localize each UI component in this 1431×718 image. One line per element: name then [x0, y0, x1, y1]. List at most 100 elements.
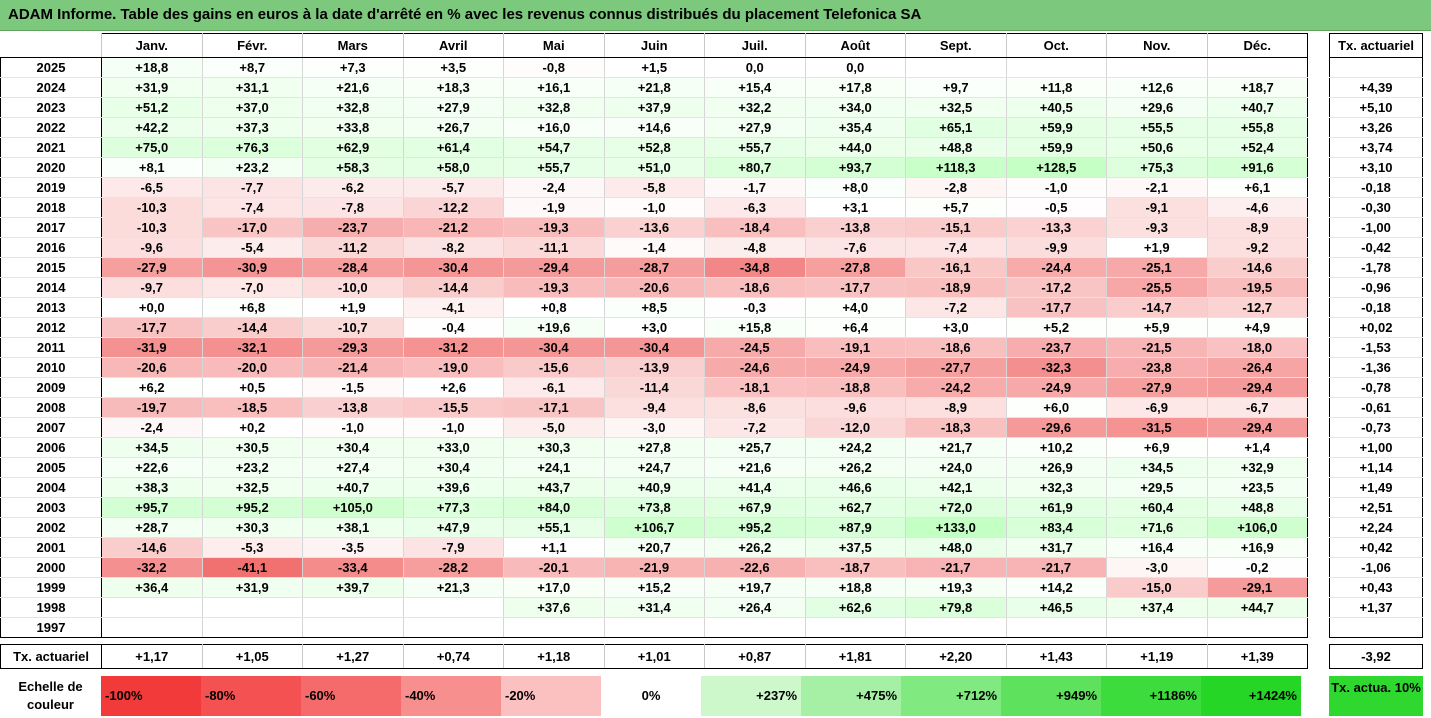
- gain-cell: +31,4: [604, 597, 705, 618]
- gain-cell: +0,0: [101, 297, 203, 318]
- gain-cell: +47,9: [403, 517, 504, 538]
- gain-cell: +5,7: [905, 197, 1007, 218]
- year-row: 2006 +34,5 +30,5 +30,4 +33,0 +30,3 +27,8 +25,7 +…: [0, 437, 1308, 458]
- gain-cell: -10,7: [302, 317, 404, 338]
- actuarial-month-cell: +0,74: [403, 644, 504, 669]
- gain-cell: -12,0: [805, 417, 906, 438]
- gain-cell: [905, 57, 1007, 78]
- gain-cell: +30,3: [202, 517, 303, 538]
- gain-cell: +29,5: [1106, 477, 1208, 498]
- gain-cell: +43,7: [503, 477, 605, 498]
- gain-cell: +54,7: [503, 137, 605, 158]
- gain-cell: -13,8: [302, 397, 404, 418]
- gain-cell: +35,4: [805, 117, 906, 138]
- color-scale-cell: +237%: [701, 676, 801, 716]
- actuarial-rate-cell: -1,06: [1329, 557, 1423, 578]
- color-scale-cell: -40%: [401, 676, 501, 716]
- gain-cell: -2,1: [1106, 177, 1208, 198]
- gain-cell: -29,4: [503, 257, 605, 278]
- gain-cell: +3,5: [403, 57, 504, 78]
- gain-cell: -31,5: [1106, 417, 1208, 438]
- year-row: 2005 +22,6 +23,2 +27,4 +30,4 +24,1 +24,7 +21,6 +…: [0, 457, 1308, 478]
- actuarial-rate-cell: -1,53: [1329, 337, 1423, 358]
- gain-cell: -0,5: [1006, 197, 1107, 218]
- month-header: Avril: [403, 33, 504, 58]
- gain-cell: +26,4: [704, 597, 806, 618]
- gain-cell: -26,4: [1207, 357, 1308, 378]
- gain-cell: -24,5: [704, 337, 806, 358]
- year-label: 2014: [0, 277, 102, 298]
- gain-cell: -24,9: [805, 357, 906, 378]
- gain-cell: +34,5: [101, 437, 203, 458]
- year-label: 2021: [0, 137, 102, 158]
- gain-cell: +31,7: [1006, 537, 1107, 558]
- gain-cell: +55,7: [704, 137, 806, 158]
- gain-cell: -7,8: [302, 197, 404, 218]
- actuarial-rate-cell: +5,10: [1329, 97, 1423, 118]
- gain-cell: [1207, 617, 1308, 638]
- actuarial-rate-cell: -1,78: [1329, 257, 1423, 278]
- gain-cell: -1,0: [604, 197, 705, 218]
- gain-cell: +18,3: [403, 77, 504, 98]
- gain-cell: +106,0: [1207, 517, 1308, 538]
- gain-cell: -9,4: [604, 397, 705, 418]
- year-label: 2018: [0, 197, 102, 218]
- year-label: 2011: [0, 337, 102, 358]
- gain-cell: -9,6: [805, 397, 906, 418]
- color-scale-actuarial: Tx. actua. 10%: [1329, 676, 1423, 716]
- gain-cell: -2,4: [101, 417, 203, 438]
- gain-cell: +42,2: [101, 117, 203, 138]
- gain-cell: +16,4: [1106, 537, 1208, 558]
- gain-cell: -6,2: [302, 177, 404, 198]
- gain-cell: +24,7: [604, 457, 705, 478]
- actuarial-rate-cell: +1,37: [1329, 597, 1423, 618]
- gain-cell: [805, 617, 906, 638]
- gain-cell: -21,9: [604, 557, 705, 578]
- gain-cell: +59,9: [1006, 137, 1107, 158]
- gain-cell: -17,7: [1006, 297, 1107, 318]
- actuarial-rate-cell: -0,18: [1329, 297, 1423, 318]
- gain-cell: +32,5: [905, 97, 1007, 118]
- gain-cell: +24,2: [805, 437, 906, 458]
- gain-cell: -6,3: [704, 197, 806, 218]
- actuarial-month-cell: +1,05: [202, 644, 303, 669]
- gain-cell: +61,4: [403, 137, 504, 158]
- gain-cell: -19,7: [101, 397, 203, 418]
- gain-cell: +21,6: [302, 77, 404, 98]
- color-scale-cell: -80%: [201, 676, 301, 716]
- gain-cell: +62,6: [805, 597, 906, 618]
- gain-cell: -29,6: [1006, 417, 1107, 438]
- year-label: 2015: [0, 257, 102, 278]
- gain-cell: -1,5: [302, 377, 404, 398]
- gain-cell: +21,6: [704, 457, 806, 478]
- gain-cell: -6,5: [101, 177, 203, 198]
- gain-cell: +26,7: [403, 117, 504, 138]
- gain-cell: +80,7: [704, 157, 806, 178]
- gains-table: Janv. Févr. Mars Avril Mai Juin Juil. Août Sept.…: [0, 33, 1308, 669]
- gain-cell: +0,2: [202, 417, 303, 438]
- actuarial-month-cell: +1,17: [101, 644, 203, 669]
- gain-cell: -21,4: [302, 357, 404, 378]
- gain-cell: [1207, 57, 1308, 78]
- gain-cell: -6,7: [1207, 397, 1308, 418]
- actuarial-rate-cell: +2,51: [1329, 497, 1423, 518]
- actuarial-rate-cell: [1329, 617, 1423, 638]
- gain-cell: +4,0: [805, 297, 906, 318]
- gain-cell: +26,9: [1006, 457, 1107, 478]
- gain-cell: +36,4: [101, 577, 203, 598]
- gain-cell: [905, 617, 1007, 638]
- gain-cell: [1006, 617, 1107, 638]
- gain-cell: +40,5: [1006, 97, 1107, 118]
- year-label: 1997: [0, 617, 102, 638]
- actuarial-rate-cell: +1,00: [1329, 437, 1423, 458]
- year-label: 2019: [0, 177, 102, 198]
- actuarial-rate-cell: +4,39: [1329, 77, 1423, 98]
- gain-cell: +10,2: [1006, 437, 1107, 458]
- gain-cell: -21,5: [1106, 337, 1208, 358]
- gain-cell: -19,0: [403, 357, 504, 378]
- gain-cell: +37,6: [503, 597, 605, 618]
- year-row: 1997: [0, 617, 1308, 638]
- gain-cell: +6,0: [1006, 397, 1107, 418]
- gain-cell: -0,8: [503, 57, 605, 78]
- gain-cell: +15,2: [604, 577, 705, 598]
